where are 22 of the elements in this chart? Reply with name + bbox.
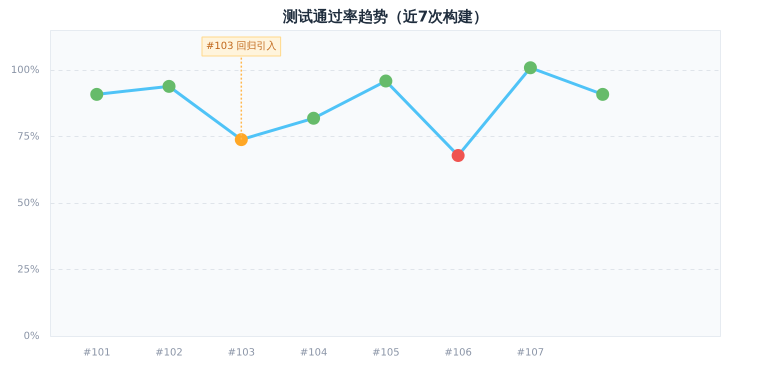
x-tick-label: #105	[372, 348, 400, 358]
point	[90, 88, 104, 101]
point	[524, 61, 537, 74]
point	[452, 149, 465, 162]
point	[234, 133, 248, 146]
y-tick-label: 100%	[10, 64, 40, 76]
point	[596, 88, 610, 101]
x-tick-label: #106	[444, 348, 472, 358]
point	[307, 112, 320, 125]
y-tick-label: 25%	[17, 264, 40, 276]
x-tick-label: #107	[516, 348, 544, 358]
point	[379, 74, 392, 88]
chart-title: 测试通过率趋势（近7次构建）	[282, 8, 488, 26]
x-tick-label: #101	[83, 348, 110, 358]
point	[162, 80, 176, 93]
x-tick-label: #102	[155, 348, 183, 358]
y-tick-label: 75%	[17, 131, 40, 142]
x-tick-label: #103	[228, 348, 256, 358]
x-tick-label: #104	[300, 348, 328, 358]
annotation: #103 回归引入	[206, 40, 277, 52]
y-tick-label: 0%	[24, 331, 40, 342]
y-tick-label: 50%	[17, 198, 40, 209]
